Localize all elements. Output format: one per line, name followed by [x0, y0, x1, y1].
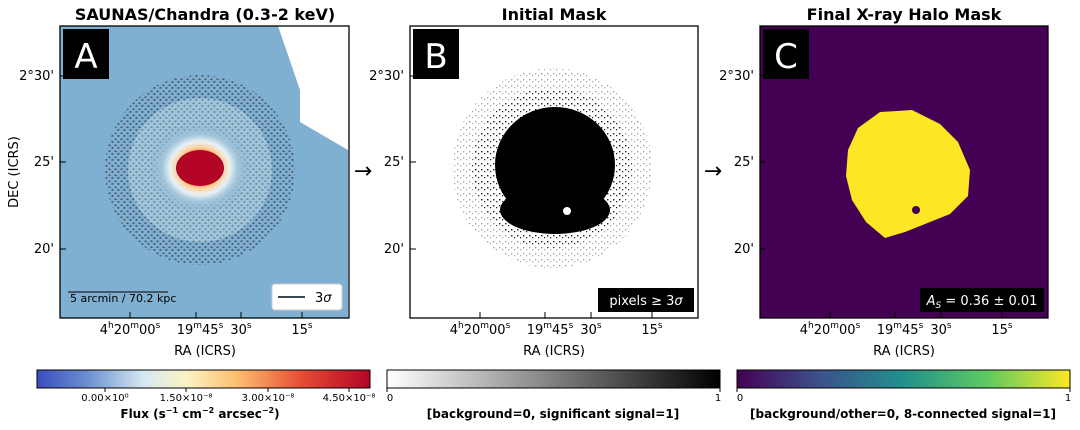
panel-c-ytick: 20': [734, 242, 754, 257]
colorbar-b: 0 1 [background=0, significant signal=1]: [386, 369, 721, 421]
panel-b-xtick: 30s: [580, 321, 602, 338]
panel-c-hole: [912, 206, 920, 214]
panel-a-xtick: 4h20m00s: [100, 321, 161, 338]
colorbar-a-tick: 0.00×10⁰: [81, 393, 128, 404]
colorbar-c-tick: 1: [1065, 393, 1071, 404]
scale-bar-label: 5 arcmin / 70.2 kpc: [70, 292, 176, 305]
panel-a-image: [60, 26, 348, 318]
colorbar-a-label: Flux (s−1 cm−2 arcsec−2): [120, 406, 279, 421]
colorbar-b-tick: 0: [387, 393, 393, 404]
colorbar-a-tick: 4.50×10⁻⁸: [323, 393, 376, 404]
panel-a-ytick: 2°30': [19, 69, 54, 84]
panel-c-inset-label: AS = 0.36 ± 0.01: [926, 294, 1038, 311]
panel-a-xtick: 30s: [230, 321, 252, 338]
colorbar-a-tick: 1.50×10⁻⁸: [160, 393, 213, 404]
panel-a-xlabel: RA (ICRS): [174, 344, 236, 359]
panel-c: Final X-ray Halo Mask C AS = 0.36 ± 0.01: [759, 5, 1049, 319]
panel-c-ytick: 2°30': [719, 69, 754, 84]
panel-b: Initial Mask B pixels ≥ 3σ: [409, 5, 699, 319]
panel-b-axes: 2°30' 25' 20' 4h20m00s 19m45s 30s 15s RA…: [369, 69, 663, 359]
panel-b-letter: B: [424, 37, 447, 77]
colorbar-c-tick: 0: [737, 393, 743, 404]
panel-a-ytick: 20': [34, 242, 54, 257]
panel-a-letter: A: [74, 37, 97, 77]
panel-c-frame: [759, 25, 1049, 319]
legend-box: [271, 283, 343, 311]
panel-c-xlabel: RA (ICRS): [873, 344, 935, 359]
colorbar-b-ramp: [386, 369, 721, 389]
panel-a-frame: [59, 25, 350, 319]
panel-c-xtick: 15s: [991, 321, 1013, 338]
colorbar-c-ramp: [736, 369, 1071, 389]
panel-c-image: [760, 26, 1048, 318]
panel-c-letter: C: [774, 37, 798, 77]
colorbar-a: 0.00×10⁰ 1.50×10⁻⁸ 3.00×10⁻⁸ 4.50×10⁻⁸ F…: [36, 369, 376, 421]
panel-a: SAUNAS/Chandra (0.3-2 keV) A 5 arcmin / …: [59, 5, 350, 319]
panel-b-letter-box: [413, 29, 459, 79]
colorbar-c: 0 1 [background/other=0, 8-connected sig…: [736, 369, 1071, 421]
panel-b-ytick: 2°30': [369, 69, 404, 84]
panel-a-title: SAUNAS/Chandra (0.3-2 keV): [75, 5, 335, 24]
colorbar-b-tick: 1: [715, 393, 721, 404]
panel-b-title: Initial Mask: [502, 5, 607, 24]
panel-b-inset-box: [598, 288, 694, 312]
panel-c-xtick: 30s: [930, 321, 952, 338]
panel-a-letter-box: [63, 29, 109, 79]
arrow-a-b: →: [354, 159, 372, 184]
panel-b-ytick: 25': [384, 155, 404, 170]
panel-c-title: Final X-ray Halo Mask: [807, 5, 1002, 24]
panel-b-xtick: 4h20m00s: [450, 321, 511, 338]
panel-b-xlabel: RA (ICRS): [523, 344, 585, 359]
panel-a-ylabel: DEC (ICRS): [7, 136, 22, 208]
panel-a-xtick: 19m45s: [177, 321, 224, 338]
panel-b-xtick: 19m45s: [527, 321, 574, 338]
legend-label: 3σ: [315, 291, 332, 306]
panel-b-xtick: 15s: [641, 321, 663, 338]
colorbar-a-ramp: [36, 369, 371, 389]
panel-c-axes: 2°30' 25' 20' 4h20m00s 19m45s 30s 15s RA…: [719, 69, 1013, 359]
panel-b-inset-label: pixels ≥ 3σ: [609, 294, 683, 309]
panel-c-inset-box: [920, 288, 1044, 312]
panel-a-ytick: 25': [34, 155, 54, 170]
panel-c-halo: [846, 110, 970, 238]
colorbar-a-tick: 3.00×10⁻⁸: [242, 393, 295, 404]
panel-a-xtick: 15s: [291, 321, 313, 338]
panel-c-xtick: 19m45s: [877, 321, 924, 338]
panel-c-letter-box: [763, 29, 809, 79]
panel-b-ytick: 20': [384, 242, 404, 257]
panel-a-axes: 2°30' 25' 20' DEC (ICRS) 4h20m00s 19m45s…: [7, 69, 313, 359]
colorbar-c-label: [background/other=0, 8-connected signal=…: [750, 407, 1056, 421]
panel-c-ytick: 25': [734, 155, 754, 170]
panel-b-frame: [409, 25, 699, 319]
arrow-b-c: →: [704, 159, 722, 184]
colorbar-b-label: [background=0, significant signal=1]: [427, 407, 679, 421]
panel-c-xtick: 4h20m00s: [800, 321, 861, 338]
